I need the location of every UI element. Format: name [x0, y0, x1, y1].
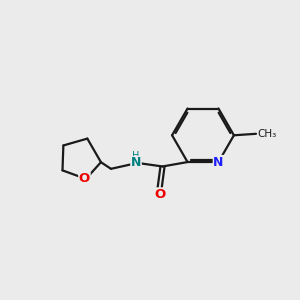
Text: CH₃: CH₃ [257, 129, 277, 139]
Text: O: O [79, 172, 90, 185]
Text: N: N [213, 156, 224, 169]
Text: O: O [154, 188, 165, 201]
Text: N: N [131, 156, 141, 170]
Text: H: H [132, 152, 140, 161]
